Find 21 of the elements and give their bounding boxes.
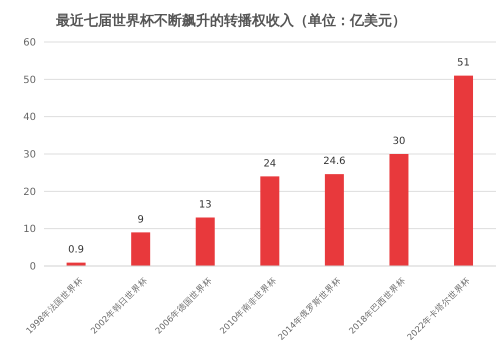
y-tick-label: 0 <box>30 262 36 273</box>
data-label: 9 <box>137 214 144 226</box>
y-tick-label: 30 <box>23 150 36 161</box>
bar <box>196 217 215 266</box>
data-label: 51 <box>457 58 470 69</box>
y-tick-label: 10 <box>23 224 36 236</box>
bar <box>324 174 344 266</box>
bar <box>389 154 408 266</box>
data-label: 24.6 <box>323 156 346 168</box>
y-tick-label: 60 <box>23 38 36 49</box>
chart-title: 最近七届世界杯不断飙升的转播权收入（单位：亿美元） <box>56 12 406 30</box>
bar <box>131 232 150 266</box>
data-label: 0.9 <box>68 244 84 256</box>
y-tick-label: 40 <box>23 112 36 124</box>
data-label: 24 <box>263 158 276 170</box>
bar <box>454 76 474 266</box>
data-label: 30 <box>392 136 406 147</box>
data-label: 13 <box>198 199 212 210</box>
y-tick-label: 20 <box>23 186 36 198</box>
y-tick-label: 50 <box>23 74 36 86</box>
bar <box>260 176 280 266</box>
